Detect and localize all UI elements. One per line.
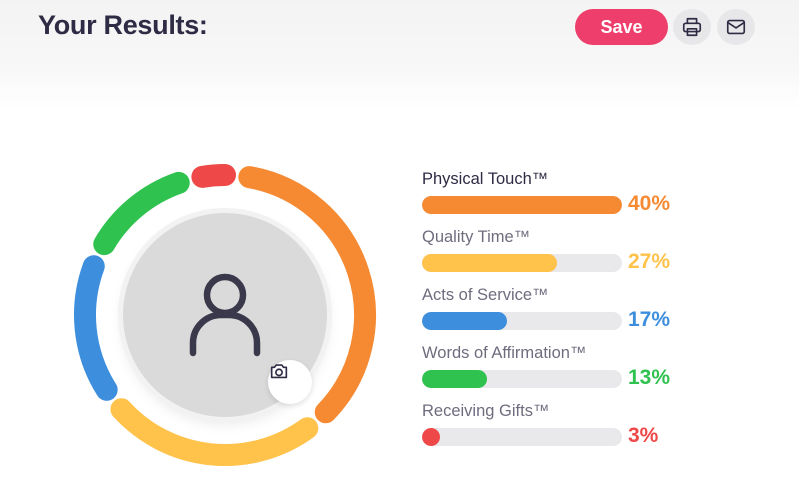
results-ring — [55, 145, 395, 485]
result-label: Acts of Service™ — [422, 286, 549, 304]
printer-icon — [682, 17, 702, 37]
ring-segment — [191, 164, 236, 188]
result-label: Receiving Gifts™ — [422, 402, 550, 420]
ring-segment — [110, 398, 319, 466]
result-label: Words of Affirmation™ — [422, 344, 587, 362]
ring-chart — [74, 164, 376, 466]
mail-icon — [726, 19, 746, 35]
result-bar-fill — [422, 196, 622, 214]
ring-segment — [93, 171, 190, 256]
result-bar-fill — [422, 254, 557, 272]
result-percent: 40% — [628, 192, 671, 215]
result-label: Physical Touch™ — [422, 170, 549, 188]
result-percent: 13% — [628, 366, 671, 389]
print-button[interactable] — [673, 9, 711, 45]
result-bar-track — [422, 312, 622, 330]
result-bar-fill — [422, 428, 440, 446]
ring-segment — [74, 255, 118, 401]
result-row: Quality Time™ 27% — [422, 228, 782, 286]
change-photo-button[interactable] — [268, 360, 312, 404]
result-row: Acts of Service™ 17% — [422, 286, 782, 344]
result-bar-track — [422, 428, 622, 446]
result-bar-track — [422, 196, 622, 214]
result-label: Quality Time™ — [422, 228, 531, 246]
results-list: Physical Touch™ 40% Quality Time™ 27% Acts o… — [422, 170, 782, 460]
result-row: Receiving Gifts™ 3% — [422, 402, 782, 460]
ring-segment — [238, 166, 376, 424]
user-icon — [189, 273, 261, 357]
result-bar-fill — [422, 312, 507, 330]
result-bar-track — [422, 254, 622, 272]
save-button[interactable]: Save — [575, 9, 668, 45]
result-percent: 3% — [628, 424, 659, 447]
result-bar-track — [422, 370, 622, 388]
email-button[interactable] — [717, 9, 755, 45]
page-title: Your Results: — [38, 10, 208, 40]
result-row: Words of Affirmation™ 13% — [422, 344, 782, 402]
result-row: Physical Touch™ 40% — [422, 170, 782, 228]
result-bar-fill — [422, 370, 487, 388]
result-percent: 27% — [628, 250, 671, 273]
result-percent: 17% — [628, 308, 671, 331]
camera-icon — [270, 364, 288, 379]
